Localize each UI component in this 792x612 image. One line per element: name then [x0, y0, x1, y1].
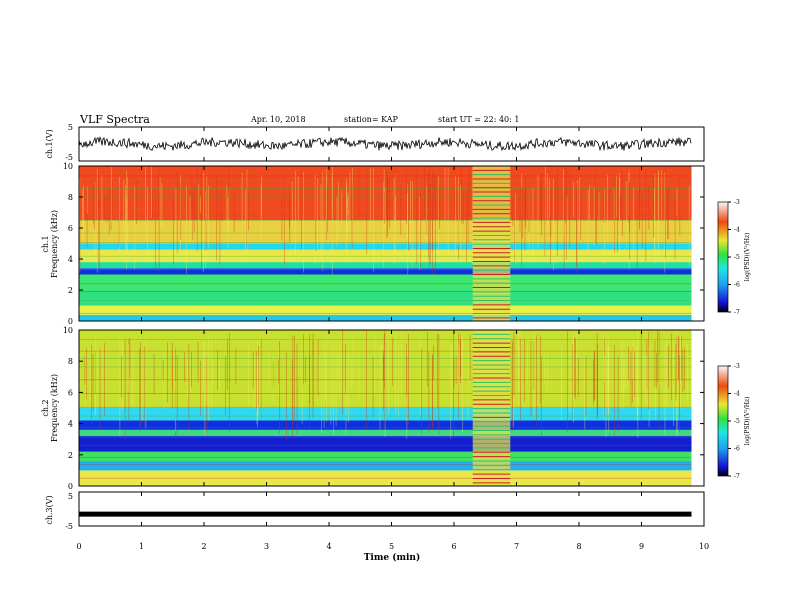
spectrogram-band [79, 461, 692, 471]
spectrogram-gap [472, 330, 511, 486]
colorbar-tick-label: -6 [734, 282, 740, 289]
ch2-colorbar-label: log(PSD)(V²/Hz) [744, 397, 751, 446]
xtick-label: 3 [264, 542, 269, 551]
xtick-label: 2 [201, 542, 206, 551]
start-time-label: start UT = 22: 40: 1 [438, 115, 520, 124]
ytick-label: 4 [68, 255, 73, 264]
ch1-colorbar [717, 201, 729, 313]
colorbar-tick-label: -4 [734, 391, 740, 398]
ch2-spectrogram-ylabel-channel: ch.2 [41, 399, 50, 416]
spectrogram-empty [691, 166, 704, 321]
spectrogram-band [79, 220, 692, 244]
ch1-ytick-top: 5 [68, 123, 73, 132]
spectrogram-band [79, 262, 692, 269]
ch1-waveform-ylabel: ch.1(V) [45, 129, 54, 158]
x-axis-label: Time (min) [364, 552, 421, 563]
ytick-label: 10 [63, 162, 73, 171]
ytick-label: 8 [68, 193, 73, 202]
ytick-label: 0 [68, 482, 73, 491]
colorbar-tick-label: -3 [734, 363, 740, 370]
ytick-label: 8 [68, 357, 73, 366]
spectrogram-band [79, 436, 692, 452]
ytick-label: 10 [63, 326, 73, 335]
ch1-spectrogram-ylabel-freq: Frequency (kHz) [50, 210, 59, 278]
ytick-label: 2 [68, 286, 73, 295]
spectrogram-band [79, 274, 692, 290]
station-label: station= KAP [344, 115, 398, 124]
ch3-ytick-bottom: -5 [65, 522, 73, 531]
xtick-label: 0 [76, 542, 81, 551]
colorbar-tick-label: -7 [734, 473, 740, 480]
ch3-ytick-top: 5 [68, 492, 73, 501]
xtick-label: 4 [326, 542, 331, 551]
ch2-spectrogram [78, 330, 704, 486]
spectrogram-band [79, 290, 692, 306]
ch1-spectrogram [78, 166, 704, 321]
date-label: Apr. 10, 2018 [251, 115, 306, 124]
xtick-label: 10 [699, 542, 709, 551]
spectrogram-band [79, 268, 692, 275]
spectrogram-band [79, 243, 692, 250]
ch1-waveform-trace [78, 136, 692, 152]
colorbar-tick-label: -5 [734, 418, 740, 425]
ytick-label: 6 [68, 224, 73, 233]
ytick-label: 6 [68, 388, 73, 397]
xtick-label: 5 [389, 542, 394, 551]
colorbar-tick-label: -5 [734, 254, 740, 261]
ch2-spectrogram-ylabel-freq: Frequency (kHz) [50, 374, 59, 442]
xtick-label: 8 [576, 542, 581, 551]
ch1-waveform-line [78, 136, 692, 152]
ch2-colorbar [717, 365, 729, 477]
xtick-label: 1 [139, 542, 144, 551]
xtick-label: 6 [451, 542, 456, 551]
colorbar-tick-label: -3 [734, 199, 740, 206]
colorbar-tick-label: -7 [734, 309, 740, 316]
ytick-label: 0 [68, 317, 73, 326]
ch1-ytick-bottom: -5 [65, 153, 73, 162]
ytick-label: 2 [68, 451, 73, 460]
spectrogram-empty [691, 330, 704, 486]
xtick-label: 9 [639, 542, 644, 551]
spectrogram-band [79, 451, 692, 462]
spectrogram-gap [472, 166, 511, 321]
ytick-label: 4 [68, 420, 73, 429]
chart-title: VLF Spectra [80, 113, 150, 126]
colorbar-tick-label: -4 [734, 227, 740, 234]
colorbar-tick-label: -6 [734, 446, 740, 453]
ch3-waveform-frame [78, 491, 705, 527]
ch1-spectrogram-ylabel-channel: ch.1 [41, 235, 50, 252]
ch1-colorbar-label: log(PSD)(V²/Hz) [744, 233, 751, 282]
xtick-label: 7 [514, 542, 519, 551]
spectrogram-band [79, 314, 692, 321]
spectrogram-band [79, 305, 692, 315]
ch3-waveform-ylabel: ch.3(V) [45, 495, 54, 524]
